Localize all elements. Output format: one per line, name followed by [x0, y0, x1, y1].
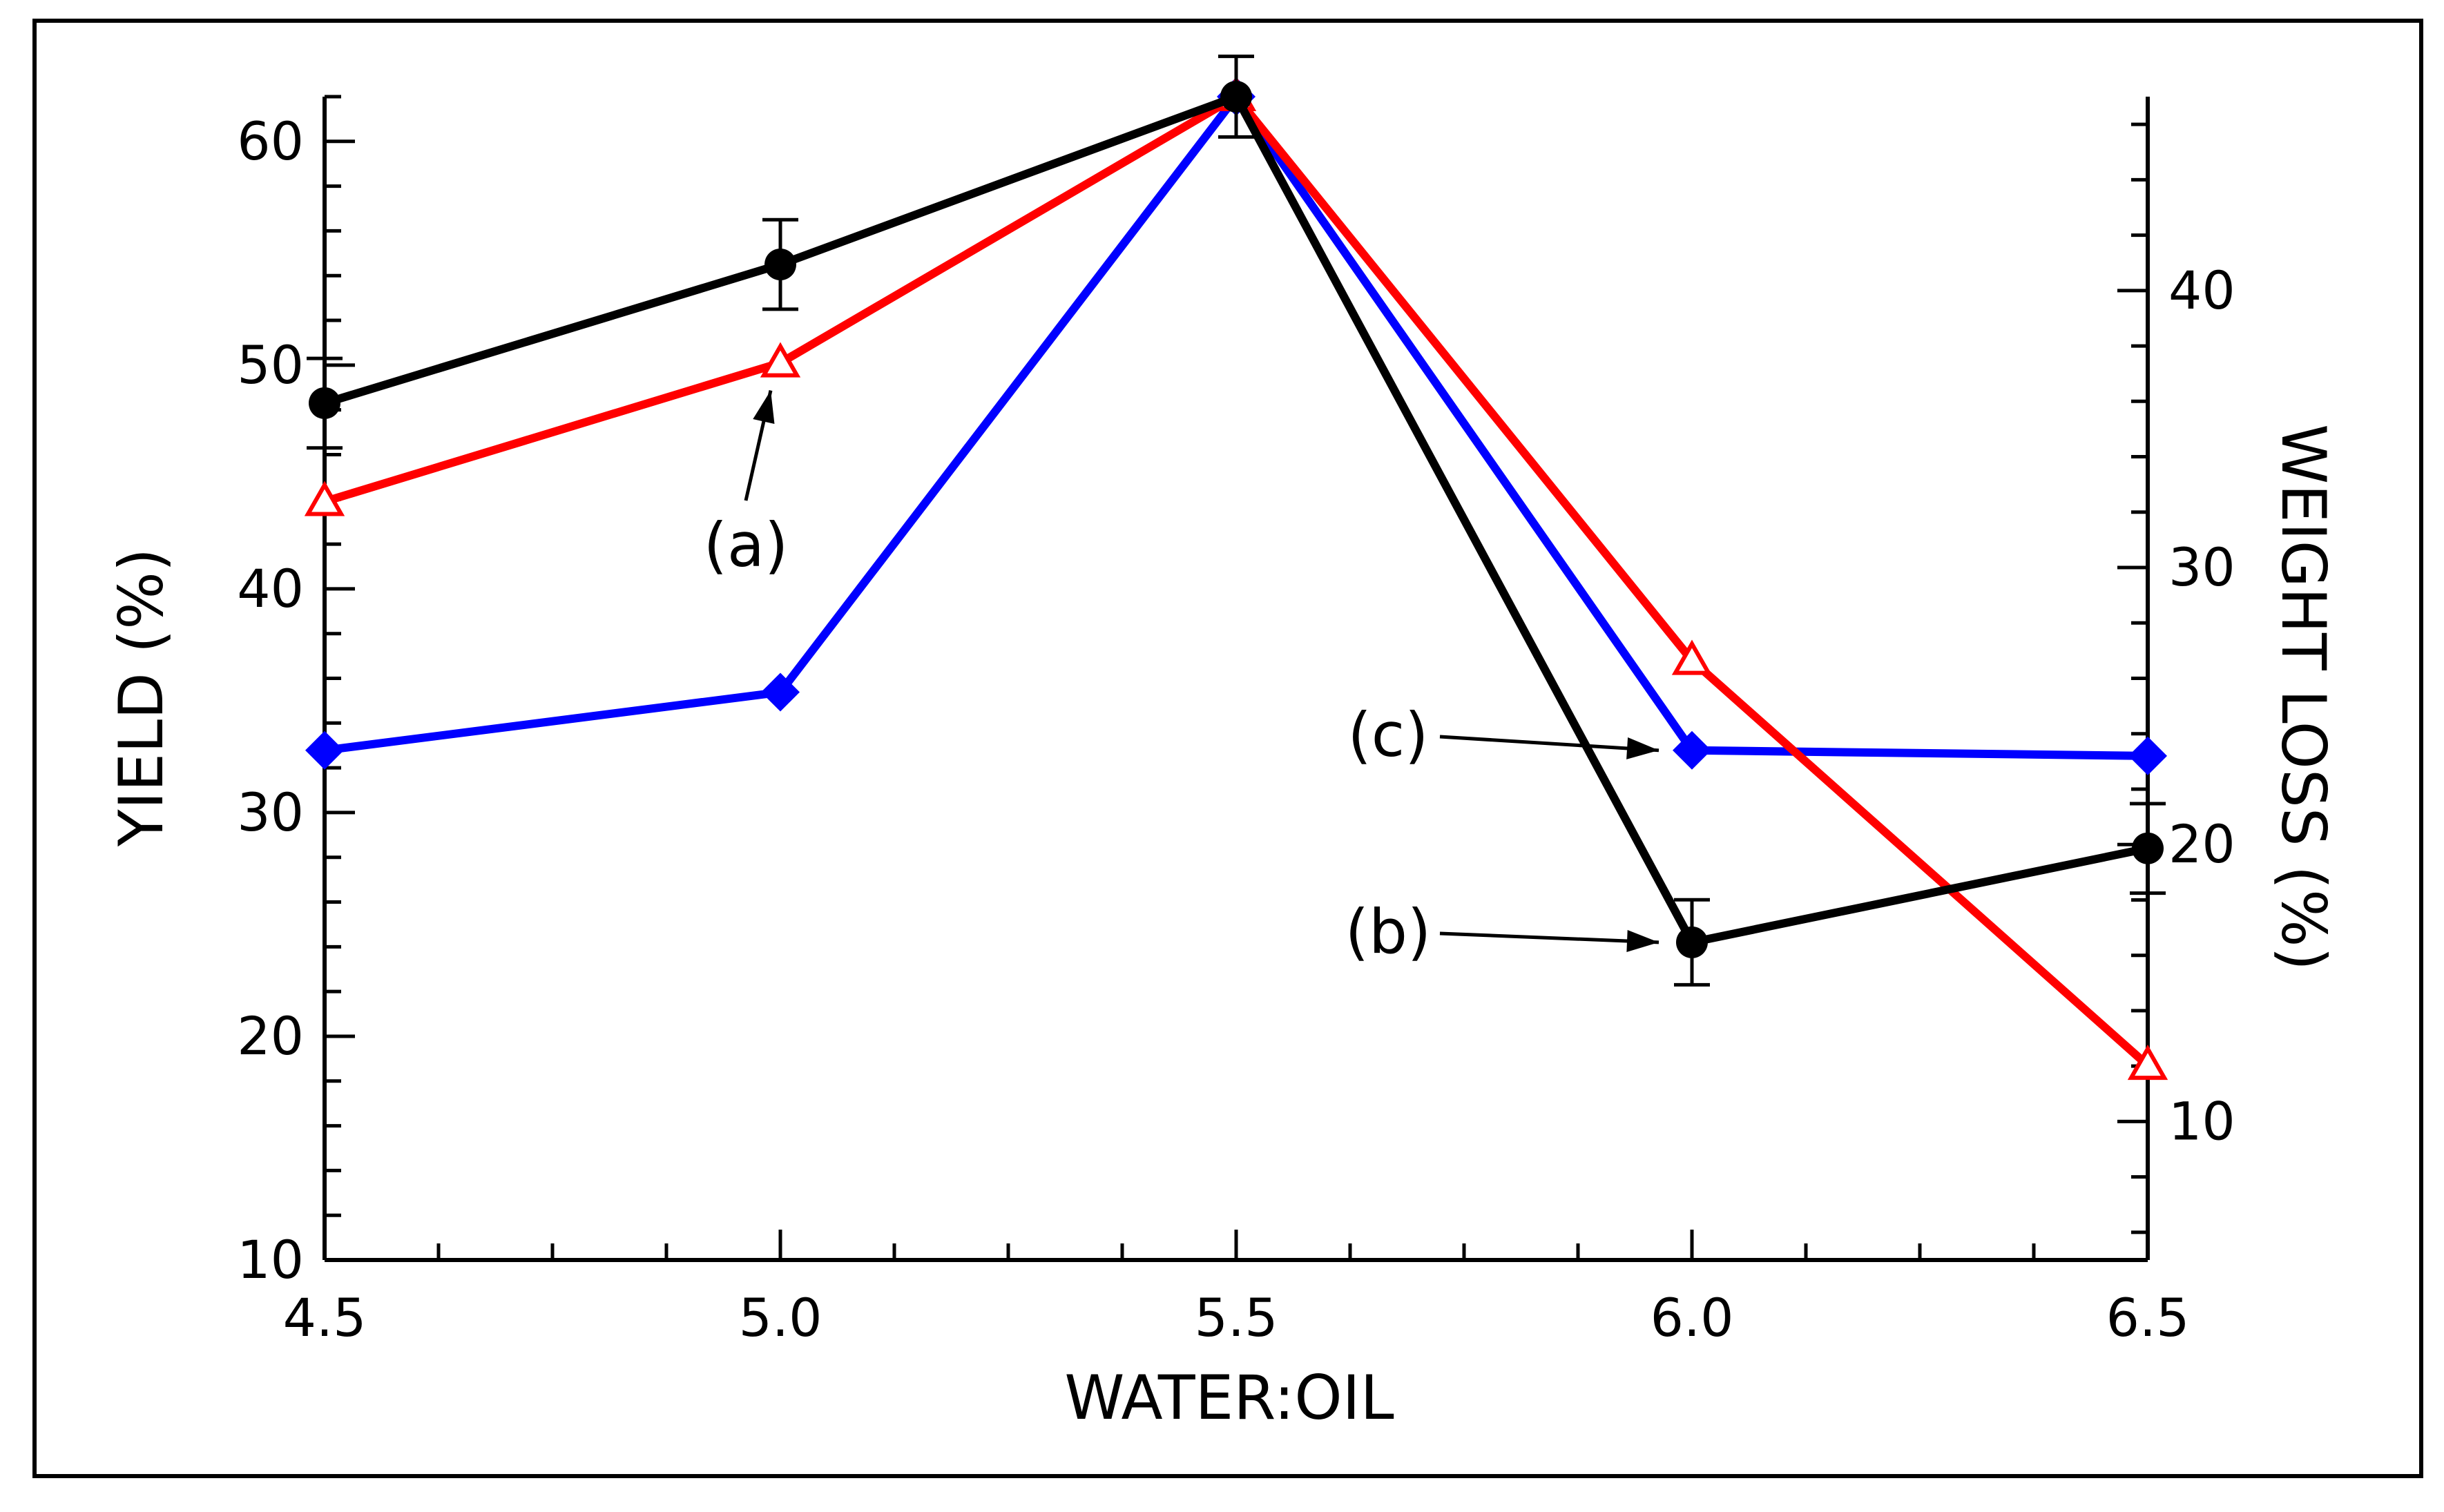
y-tick-label: 50 [237, 334, 304, 396]
annotation-label: (b) [1345, 896, 1432, 967]
y-axis-label: YIELD (%) [106, 548, 177, 847]
data-point [2132, 832, 2164, 864]
annotation-label: (a) [704, 510, 789, 581]
y-tick-label: 40 [237, 558, 304, 619]
x-axis-label: WATER:OIL [1064, 1362, 1394, 1433]
data-point [1676, 926, 1708, 958]
data-point [1671, 639, 1713, 675]
annotation: (b) [1345, 896, 1659, 967]
y2-tick-label: 10 [2168, 1090, 2235, 1152]
y2-axis-label: WEIGHT LOSS (%) [2268, 424, 2339, 971]
x-tick-label: 5.5 [1195, 1287, 1278, 1348]
y-tick-label: 30 [237, 782, 304, 843]
x-tick-label: 5.0 [739, 1287, 822, 1348]
data-point [305, 730, 344, 770]
annotation-arrow-head [753, 390, 775, 425]
data-point [1220, 81, 1252, 113]
annotation: (a) [704, 390, 789, 581]
data-point [309, 387, 340, 419]
y-tick-label: 20 [237, 1005, 304, 1067]
data-point [761, 672, 800, 712]
data-point [760, 342, 801, 378]
x-tick-label: 6.5 [2106, 1287, 2190, 1348]
annotation-arrow-line [1439, 931, 1659, 944]
annotation-arrow-head [1626, 737, 1659, 759]
annotation-label: (c) [1347, 699, 1428, 770]
x-tick-label: 6.0 [1651, 1287, 1734, 1348]
y-tick-label: 10 [237, 1229, 304, 1290]
x-tick-label: 4.5 [283, 1287, 367, 1348]
figure-border [32, 19, 2423, 1478]
y-tick-label: 60 [237, 110, 304, 172]
annotation: (c) [1347, 699, 1659, 770]
data-point [2127, 1045, 2168, 1080]
data-point [304, 481, 345, 516]
annotation-arrow-line [1439, 735, 1659, 753]
annotation-arrow-head [1626, 930, 1659, 952]
y2-tick-label: 20 [2168, 813, 2235, 875]
y2-tick-label: 30 [2168, 536, 2235, 598]
series-black [307, 55, 2166, 987]
y2-tick-label: 40 [2168, 260, 2235, 321]
data-point [764, 249, 796, 281]
data-point [1673, 730, 1711, 770]
data-point [2128, 736, 2167, 775]
